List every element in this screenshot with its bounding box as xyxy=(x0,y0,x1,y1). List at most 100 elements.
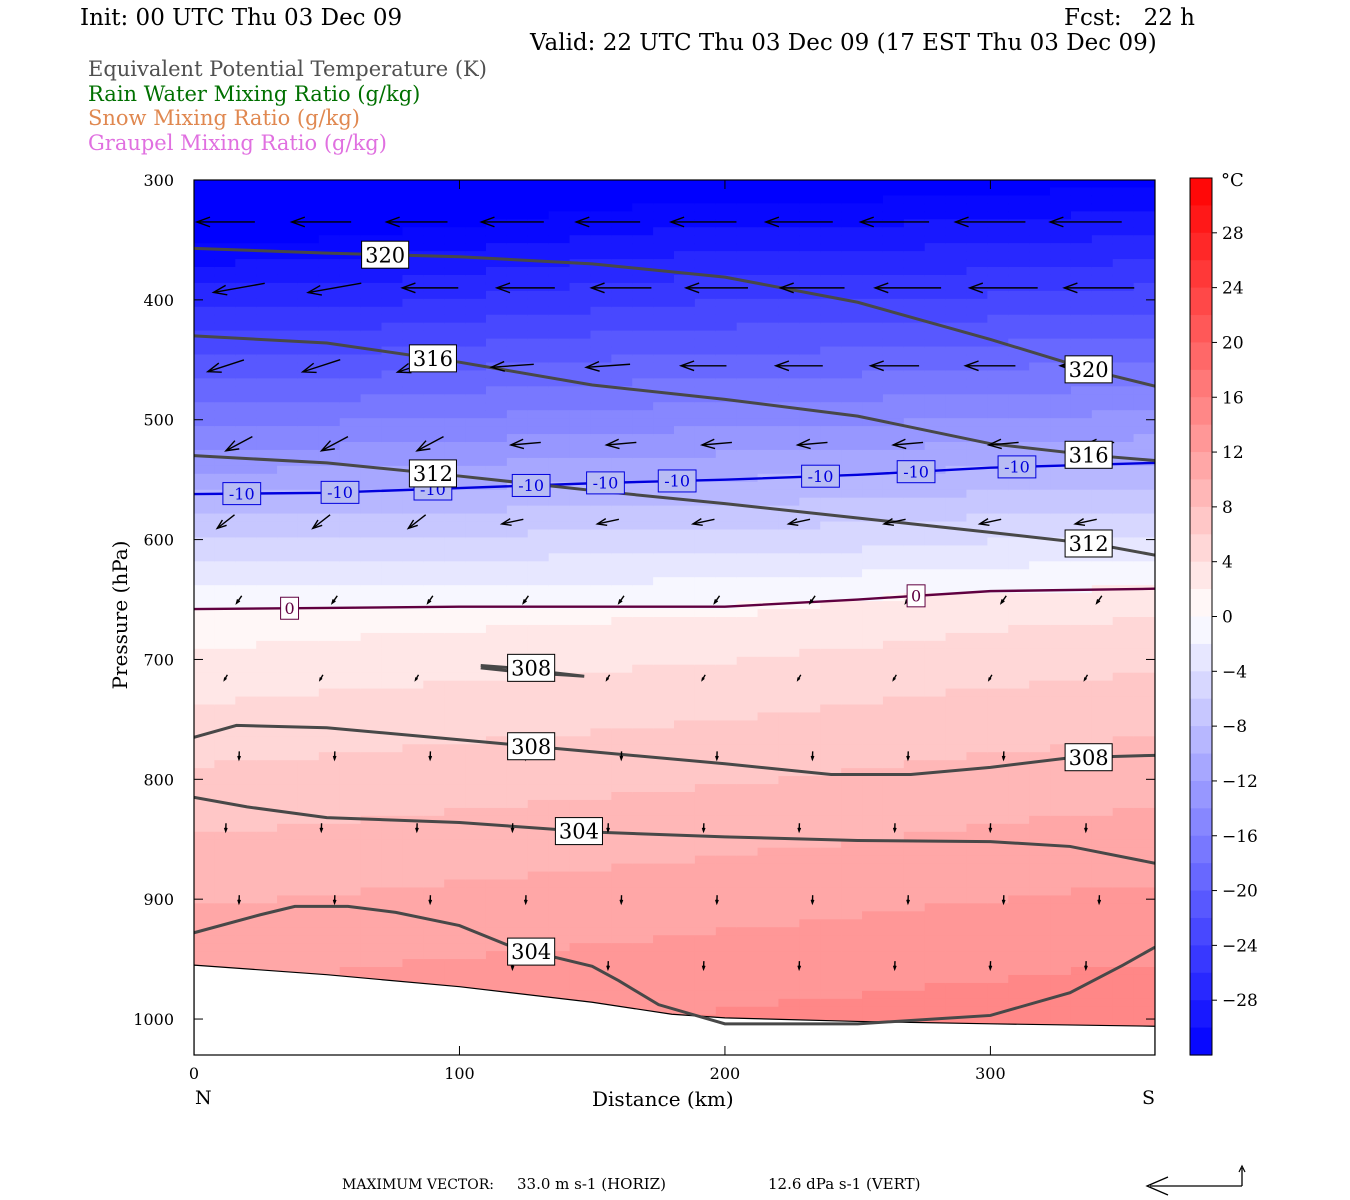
shade-cell xyxy=(214,585,237,595)
shade-cell xyxy=(736,736,759,746)
shade-cell xyxy=(256,903,279,913)
shade-cell xyxy=(360,338,383,348)
shade-cell xyxy=(611,855,634,865)
shade-cell xyxy=(339,720,362,730)
shade-cell xyxy=(1070,784,1094,794)
shade-cell xyxy=(841,784,864,794)
shade-cell xyxy=(966,903,989,913)
shade-cell xyxy=(527,442,550,452)
shade-cell xyxy=(277,180,300,189)
shade-cell xyxy=(862,585,885,595)
shade-cell xyxy=(318,362,341,372)
shade-cell xyxy=(381,322,404,332)
shade-cell xyxy=(235,267,258,277)
shade-cell xyxy=(465,823,488,833)
shade-cell xyxy=(318,330,341,340)
shade-cell xyxy=(1008,211,1031,221)
shade-cell xyxy=(1029,314,1052,324)
shade-cell xyxy=(214,799,237,810)
shade-cell xyxy=(987,974,1010,985)
shade-cell xyxy=(256,863,279,873)
shade-cell xyxy=(966,545,989,555)
shade-cell xyxy=(757,553,780,563)
shade-cell xyxy=(882,227,906,237)
shade-cell xyxy=(339,728,362,738)
shade-cell xyxy=(360,497,383,507)
shade-cell xyxy=(506,402,529,412)
shade-cell xyxy=(235,346,258,356)
shade-cell xyxy=(1112,481,1135,491)
shade-cell xyxy=(256,187,279,197)
shade-cell xyxy=(611,521,634,531)
shade-cell xyxy=(444,624,467,635)
shade-cell xyxy=(506,378,529,388)
shade-cell xyxy=(966,792,989,802)
shade-cell xyxy=(820,180,843,189)
shade-cell xyxy=(339,593,362,603)
shade-cell xyxy=(799,457,822,468)
shade-cell xyxy=(194,505,216,515)
shade-cell xyxy=(694,736,717,746)
shade-cell xyxy=(423,831,446,841)
shade-cell xyxy=(1112,529,1135,539)
shade-cell xyxy=(256,354,279,364)
shade-cell xyxy=(506,720,529,730)
shade-cell xyxy=(820,306,843,316)
shade-cell xyxy=(987,839,1010,849)
shade-cell xyxy=(611,887,634,897)
shade-cell xyxy=(527,911,550,921)
shade-cell xyxy=(423,768,446,778)
shade-cell xyxy=(569,314,592,324)
shade-cell xyxy=(1070,601,1094,611)
shade-cell xyxy=(1050,752,1073,762)
shade-cell xyxy=(590,227,613,237)
shade-cell xyxy=(924,704,947,714)
shade-cell xyxy=(214,640,237,651)
shade-cell xyxy=(1008,370,1031,380)
shade-cell xyxy=(318,927,341,937)
shade-cell xyxy=(235,402,258,412)
shade-cell xyxy=(1029,895,1052,905)
shade-cell xyxy=(841,449,864,460)
shade-cell xyxy=(548,656,571,666)
shade-cell xyxy=(987,569,1010,579)
shade-cell xyxy=(924,394,947,404)
shade-cell xyxy=(402,879,425,889)
shade-cell xyxy=(1091,728,1114,738)
shade-cell xyxy=(632,577,655,587)
shade-cell xyxy=(444,927,467,937)
shade-cell xyxy=(402,442,425,452)
shade-cell xyxy=(569,370,592,380)
shade-cell xyxy=(757,378,780,388)
shade-cell xyxy=(674,879,697,889)
shade-cell xyxy=(987,561,1010,571)
shade-cell xyxy=(194,656,216,666)
shade-cell xyxy=(194,887,216,897)
shade-cell xyxy=(862,338,885,348)
shade-cell xyxy=(1029,378,1052,388)
shade-cell xyxy=(465,235,488,245)
shade-cell xyxy=(256,465,279,476)
shade-cell xyxy=(987,688,1010,698)
shade-cell xyxy=(1091,521,1114,531)
shade-cell xyxy=(1050,640,1073,651)
shade-cell xyxy=(862,863,885,873)
shade-cell xyxy=(778,951,801,961)
shade-cell xyxy=(590,314,613,324)
shade-cell xyxy=(465,195,488,205)
shade-cell xyxy=(1050,251,1073,261)
shade-cell xyxy=(318,760,341,770)
shade-cell xyxy=(715,298,738,308)
shade-cell xyxy=(862,513,885,523)
shade-cell xyxy=(214,609,237,619)
shade-cell xyxy=(653,426,676,436)
shade-cell xyxy=(945,180,968,189)
shade-cell xyxy=(527,831,550,841)
shade-cell xyxy=(778,251,801,261)
shade-cell xyxy=(1029,648,1052,658)
shade-cell xyxy=(194,465,216,476)
shade-cell xyxy=(841,290,864,301)
shade-cell xyxy=(1133,354,1155,364)
shade-cell xyxy=(694,489,717,499)
shade-cell xyxy=(1070,521,1094,531)
